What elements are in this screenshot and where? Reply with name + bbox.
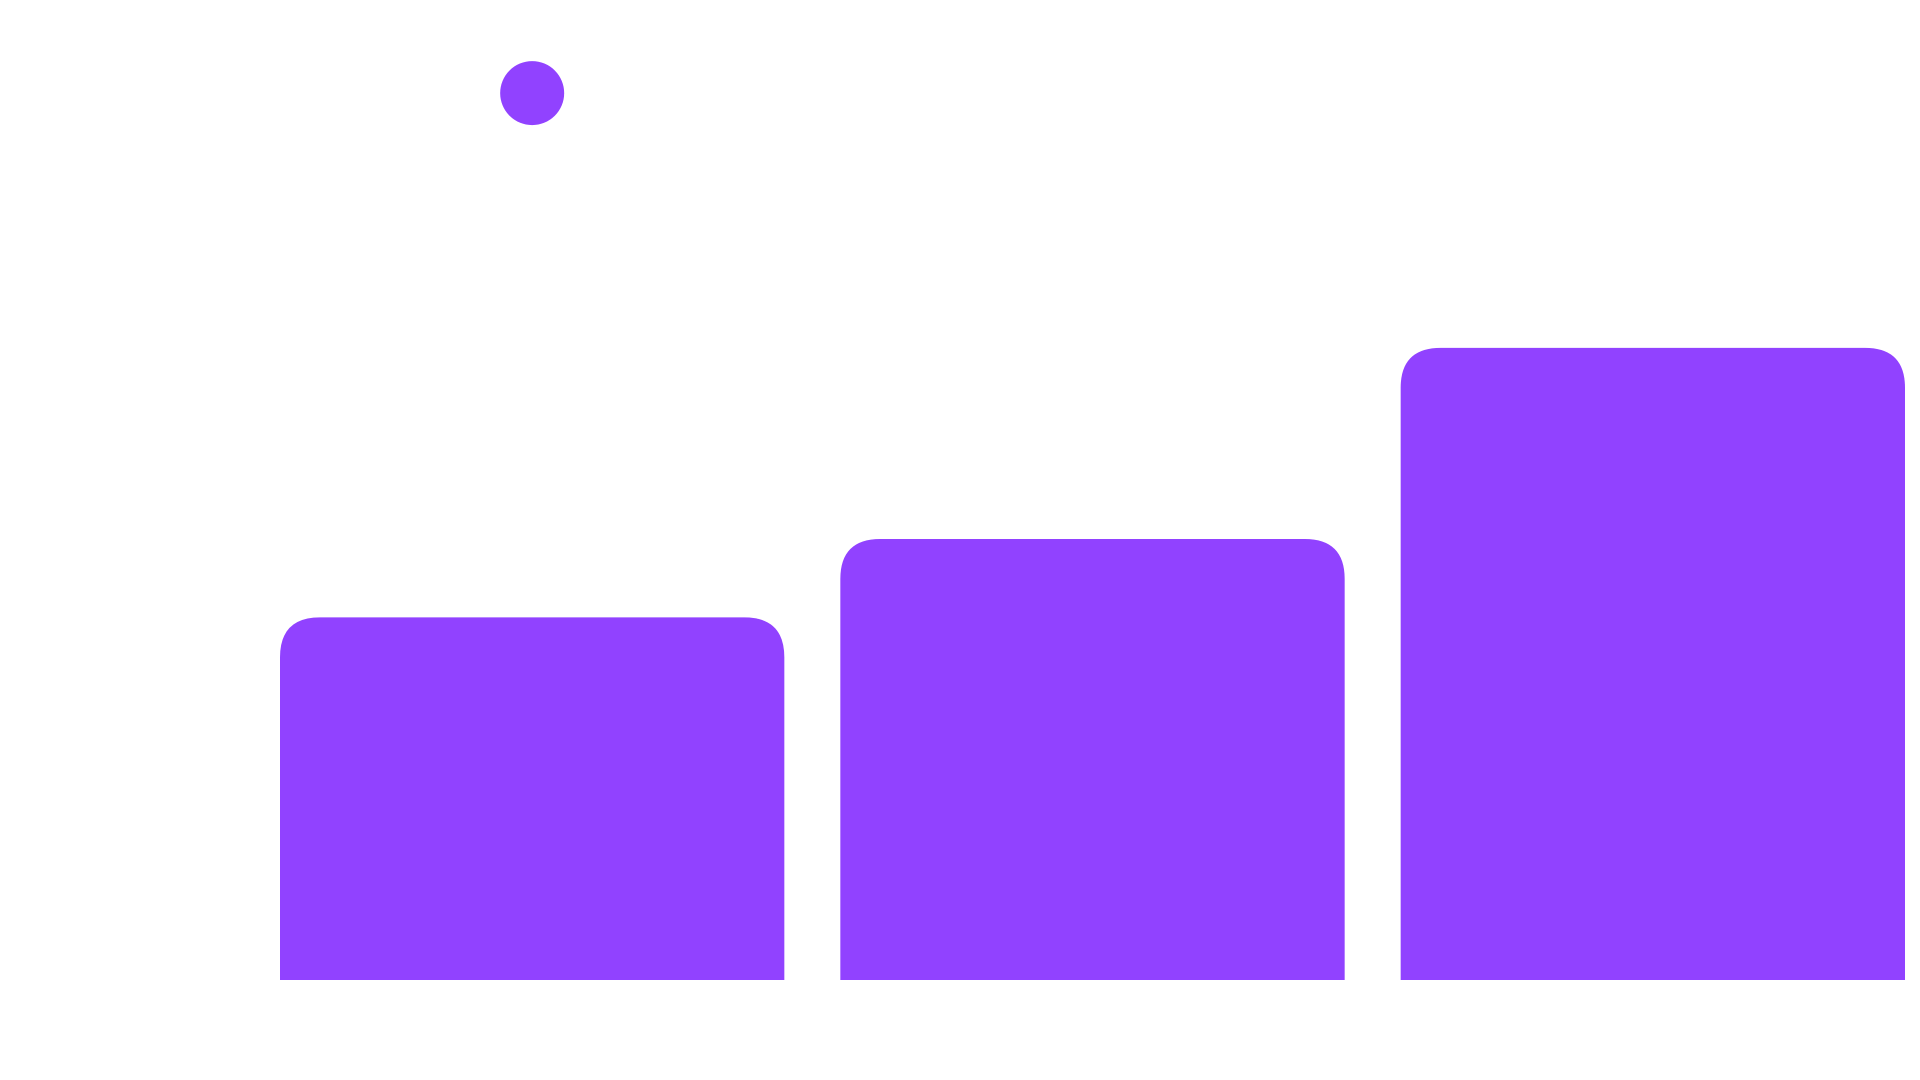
- marker-layer: [500, 61, 565, 126]
- bar-2: [840, 539, 1345, 980]
- bars-layer: [280, 347, 1905, 980]
- bar-3: [1400, 347, 1905, 980]
- bar-1: [280, 617, 785, 980]
- marker-dot: [500, 61, 565, 126]
